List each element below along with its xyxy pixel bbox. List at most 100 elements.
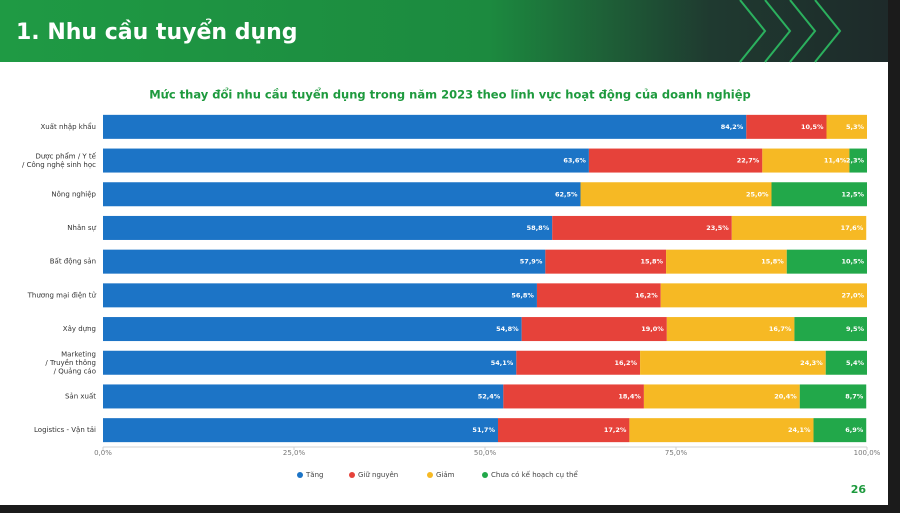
value-label: 56,8% xyxy=(511,291,534,299)
bar-segment xyxy=(799,384,867,409)
legend-label: Tăng xyxy=(305,471,323,479)
bar-segment xyxy=(849,148,867,173)
value-label: 20,4% xyxy=(774,392,797,400)
x-tick-label: 25,0% xyxy=(283,449,306,457)
y-tick-label: Thương mại điện tử xyxy=(27,291,97,299)
value-label: 24,1% xyxy=(788,426,811,434)
bar-segment xyxy=(786,249,867,274)
bar-segment xyxy=(629,418,814,443)
bar-segment xyxy=(746,114,827,139)
x-tick-label: 75,0% xyxy=(665,449,688,457)
value-label: 8,7% xyxy=(845,392,864,400)
legend-marker xyxy=(297,472,303,478)
y-tick-label: Marketing xyxy=(61,350,96,358)
page-number: 26 xyxy=(851,483,867,496)
bar-segment xyxy=(666,317,795,342)
y-tick-label: Xuất nhập khẩu xyxy=(40,122,96,131)
y-tick-label: Nông nghiệp xyxy=(51,190,96,198)
value-label: 16,2% xyxy=(615,359,638,367)
value-label: 27,0% xyxy=(841,291,864,299)
value-label: 54,1% xyxy=(491,359,514,367)
bar-segment xyxy=(103,182,581,207)
legend-marker xyxy=(427,472,433,478)
value-label: 18,4% xyxy=(618,392,641,400)
value-label: 84,2% xyxy=(721,123,744,131)
bar-segment xyxy=(588,148,763,173)
x-tick-label: 0,0% xyxy=(94,449,112,457)
bar-segment xyxy=(731,215,867,240)
value-label: 57,9% xyxy=(520,258,543,266)
value-label: 62,5% xyxy=(555,190,578,198)
bar-segment xyxy=(826,114,867,139)
value-label: 54,8% xyxy=(496,325,519,333)
header-title: 1. Nhu cầu tuyển dụng xyxy=(16,19,298,45)
bar-segment xyxy=(771,182,867,207)
y-tick-label: Sản xuất xyxy=(65,392,96,400)
value-label: 16,2% xyxy=(635,291,658,299)
value-label: 24,3% xyxy=(800,359,823,367)
header-chevrons xyxy=(739,0,842,63)
bar-segment xyxy=(545,249,667,274)
value-label: 10,5% xyxy=(801,123,824,131)
value-label: 19,0% xyxy=(641,325,664,333)
bar-segment xyxy=(103,317,522,342)
value-label: 52,4% xyxy=(478,392,501,400)
bar-segment xyxy=(580,182,772,207)
bar-segment xyxy=(825,350,867,375)
bar-segment xyxy=(103,249,546,274)
y-tick-label: Xây dựng xyxy=(63,325,96,333)
value-label: 10,5% xyxy=(841,258,864,266)
bar-segment xyxy=(516,350,641,375)
legend-marker xyxy=(482,472,488,478)
value-label: 17,6% xyxy=(841,224,864,232)
bar-segment xyxy=(103,418,498,443)
x-tick-label: 50,0% xyxy=(474,449,497,457)
bar-segment xyxy=(666,249,787,274)
bar-segment xyxy=(103,215,553,240)
x-tick-label: 100,0% xyxy=(854,449,881,457)
value-label: 6,9% xyxy=(845,426,864,434)
legend-label: Chưa có kế hoạch cụ thể xyxy=(491,470,578,479)
bar-segment xyxy=(552,215,732,240)
value-label: 63,6% xyxy=(563,157,586,165)
bar-segment xyxy=(813,418,867,443)
y-tick-label: Nhân sự xyxy=(67,224,96,232)
bar-segment xyxy=(103,384,504,409)
bar-segment xyxy=(521,317,667,342)
legend-label: Giảm xyxy=(436,471,455,479)
bar-segment xyxy=(103,350,517,375)
y-tick-label: Bất động sản xyxy=(50,258,96,266)
bar-segment xyxy=(103,148,589,173)
value-label: 23,5% xyxy=(706,224,729,232)
value-label: 5,3% xyxy=(846,123,865,131)
y-tick-label: Logistics - Vận tải xyxy=(34,426,96,434)
value-label: 12,5% xyxy=(841,190,864,198)
chart-title: Mức thay đổi nhu cầu tuyển dụng trong nă… xyxy=(149,87,751,102)
bar-segment xyxy=(643,384,800,409)
bar-segment xyxy=(536,283,661,308)
plot: 0,0% 25,0% 50,0% 75,0% 100,0% Xuất nhập khẩu 8… xyxy=(22,114,881,479)
bar-segment xyxy=(497,418,630,443)
header-band xyxy=(0,0,888,62)
bar-segment xyxy=(762,148,850,173)
bar-segment xyxy=(503,384,644,409)
value-label: 51,7% xyxy=(472,426,495,434)
value-label: 16,7% xyxy=(769,325,792,333)
y-tick-label: / Truyền thông xyxy=(45,359,96,367)
value-label: 9,5% xyxy=(846,325,865,333)
bar-segment xyxy=(794,317,867,342)
bar-segment xyxy=(660,283,867,308)
value-label: 15,8% xyxy=(641,258,664,266)
value-label: 15,8% xyxy=(761,258,784,266)
value-label: 17,2% xyxy=(604,426,627,434)
legend-label: Giữ nguyên xyxy=(358,471,398,479)
bar-segment xyxy=(103,114,747,139)
value-label: 11,4% xyxy=(824,157,847,165)
value-label: 22,7% xyxy=(737,157,760,165)
value-label: 5,4% xyxy=(846,359,865,367)
value-label: 2,3% xyxy=(846,157,865,165)
y-tick-label: / Quảng cáo xyxy=(54,367,96,375)
value-label: 25,0% xyxy=(746,190,769,198)
bar-segment xyxy=(103,283,537,308)
